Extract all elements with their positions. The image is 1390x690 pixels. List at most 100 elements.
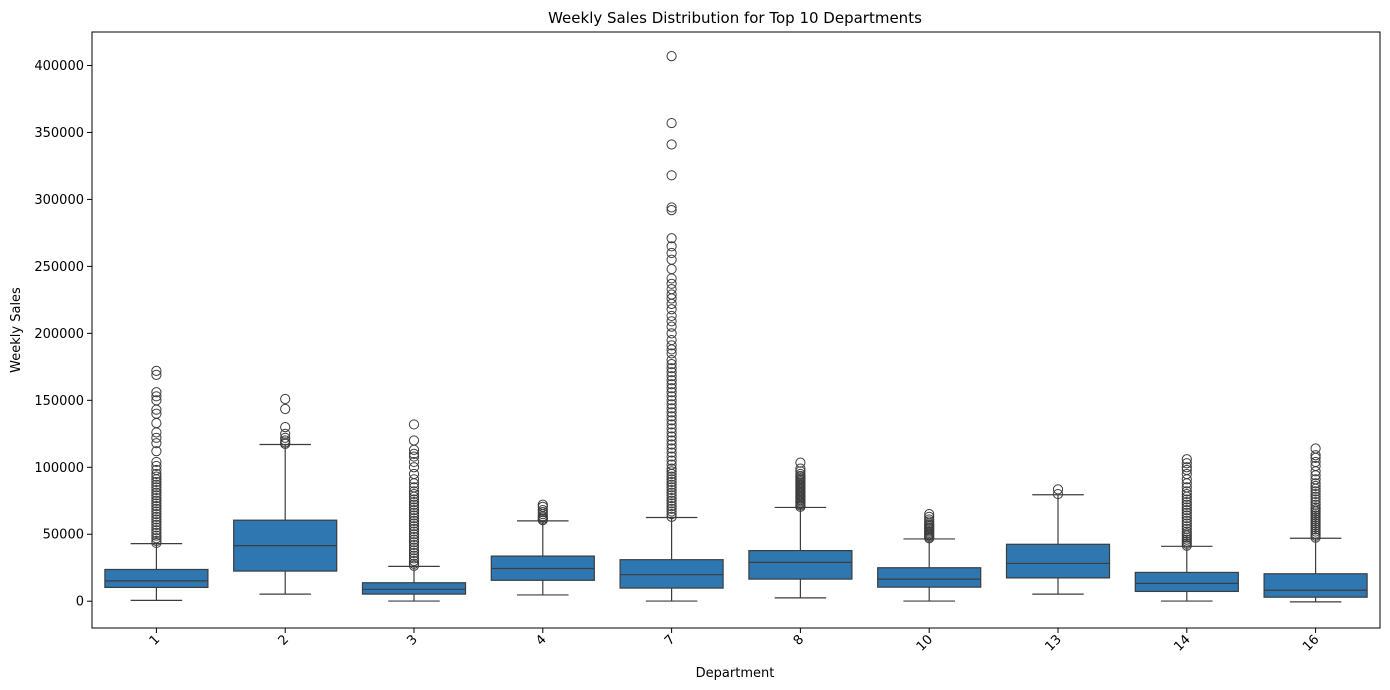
outlier-point	[408, 558, 420, 569]
outlier-point	[408, 531, 420, 543]
outlier-point	[408, 507, 420, 518]
outlier-point	[666, 487, 677, 498]
y-tick-label: 400000	[34, 59, 84, 74]
outlier-point	[151, 456, 162, 468]
axes-frame	[91, 31, 1381, 629]
outlier-point	[151, 395, 162, 406]
outlier-point	[666, 202, 677, 213]
outlier-point	[666, 466, 677, 477]
outlier-point	[151, 391, 162, 402]
outlier-point	[666, 503, 677, 514]
y-axis-label: Weekly Sales	[9, 287, 24, 373]
outlier-point	[151, 487, 162, 498]
outlier-point	[1181, 482, 1192, 493]
outlier-point	[666, 498, 677, 509]
outlier-point	[280, 435, 291, 446]
outlier-point	[666, 304, 677, 315]
outlier-point	[666, 431, 677, 442]
outlier-point	[151, 479, 162, 490]
box-16	[1263, 443, 1368, 603]
outlier-point	[666, 348, 677, 359]
outlier-point	[537, 499, 548, 510]
outlier-point	[666, 471, 677, 482]
outlier-point	[537, 505, 548, 516]
outlier-point	[408, 545, 420, 556]
outlier-point	[151, 490, 162, 501]
outlier-point	[666, 383, 677, 394]
box-10	[877, 509, 982, 602]
outlier-point	[666, 415, 677, 426]
outlier-point	[1181, 502, 1192, 513]
outlier-point	[1181, 468, 1192, 480]
outlier-point	[408, 499, 420, 510]
iqr-box	[619, 559, 724, 589]
iqr-box	[1134, 571, 1239, 593]
box-2	[233, 393, 338, 595]
y-tick-label: 150000	[34, 394, 84, 409]
outlier-point	[1181, 458, 1192, 469]
outlier-point	[1310, 502, 1321, 513]
box-4	[490, 499, 595, 596]
outlier-point	[151, 535, 162, 547]
outlier-point	[666, 455, 677, 466]
outlier-point	[408, 462, 420, 473]
outlier-point	[151, 495, 162, 506]
outlier-point	[408, 456, 420, 468]
outlier-point	[1310, 443, 1321, 454]
outlier-point	[666, 463, 677, 474]
outlier-point	[151, 365, 162, 376]
y-tick-label: 250000	[34, 260, 84, 275]
outlier-point	[151, 464, 162, 476]
outlier-point	[151, 501, 162, 512]
outlier-point	[666, 375, 677, 386]
outlier-point	[408, 550, 420, 561]
outlier-point	[666, 284, 677, 295]
outlier-point	[666, 321, 677, 332]
outlier-point	[1181, 494, 1192, 505]
outlier-point	[924, 514, 935, 525]
outlier-point	[666, 506, 677, 517]
outlier-point	[795, 457, 806, 468]
outlier-point	[666, 476, 677, 488]
outlier-point	[666, 482, 677, 493]
box-8	[748, 457, 853, 599]
outlier-point	[1181, 462, 1192, 473]
box-7	[619, 51, 724, 602]
outlier-point	[408, 419, 420, 430]
outlier-point	[1310, 499, 1321, 510]
outlier-point	[408, 553, 420, 564]
y-tick-label: 100000	[34, 461, 84, 476]
outlier-point	[408, 518, 420, 529]
outlier-point	[666, 443, 677, 454]
outlier-point	[1310, 488, 1321, 500]
outlier-point	[666, 205, 677, 216]
outlier-point	[1181, 464, 1192, 476]
outlier-point	[666, 490, 677, 501]
outlier-point	[666, 403, 677, 414]
outlier-point	[151, 408, 162, 419]
outlier-point	[151, 438, 162, 449]
outlier-point	[151, 468, 162, 480]
outlier-point	[1052, 488, 1064, 500]
outlier-point	[408, 537, 420, 548]
outlier-point	[666, 411, 677, 422]
outlier-point	[666, 363, 677, 374]
outlier-point	[666, 395, 677, 406]
outlier-point	[408, 474, 420, 485]
outlier-point	[408, 497, 420, 508]
outlier-point	[666, 459, 677, 470]
outlier-point	[408, 451, 420, 462]
outlier-point	[666, 391, 677, 402]
outlier-point	[666, 170, 677, 181]
outlier-point	[408, 468, 420, 480]
outlier-point	[666, 278, 677, 289]
outlier-point	[408, 494, 420, 505]
box-1	[104, 365, 209, 602]
outlier-point	[408, 542, 420, 553]
outlier-point	[408, 539, 420, 551]
outlier-point	[1181, 523, 1192, 534]
outlier-point	[666, 117, 677, 129]
y-tick-label: 200000	[34, 327, 84, 342]
outlier-point	[795, 463, 806, 474]
